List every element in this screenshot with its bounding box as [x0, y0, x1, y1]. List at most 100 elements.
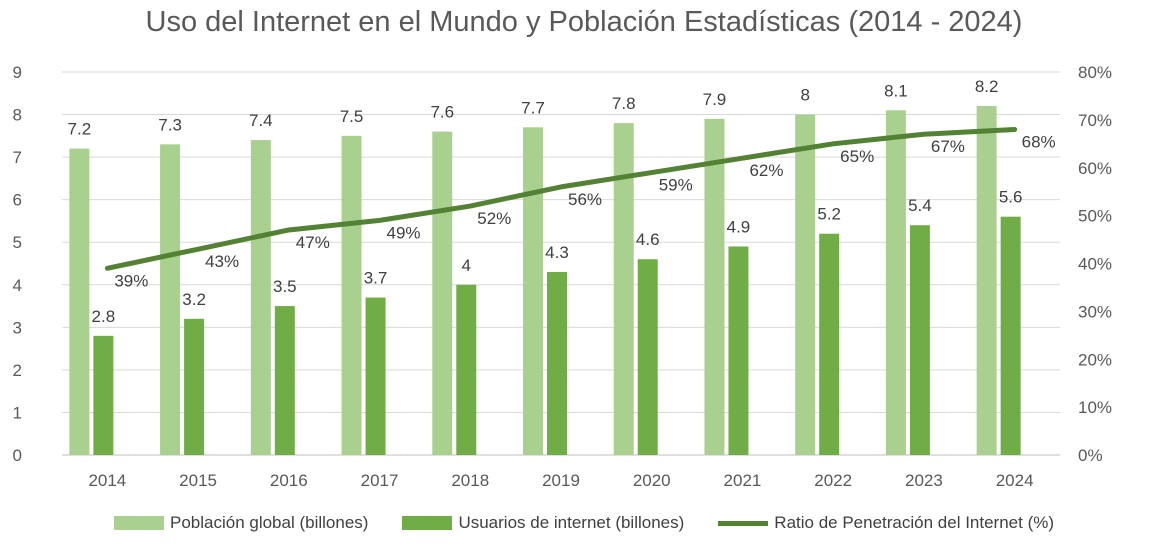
bar-usuarios [547, 272, 567, 455]
x-tick-label: 2016 [270, 471, 308, 490]
point-ratio [378, 218, 382, 222]
data-label-poblacion: 7.9 [703, 90, 727, 109]
point-ratio [196, 247, 200, 251]
data-label-ratio: 52% [477, 209, 511, 228]
y2-tick-label: 80% [1078, 63, 1112, 82]
legend-swatch-usuarios [402, 516, 453, 530]
y2-tick-label: 50% [1078, 207, 1112, 226]
point-ratio [559, 185, 563, 189]
x-tick-label: 2022 [814, 471, 852, 490]
bar-poblacion [341, 135, 362, 456]
y-tick-label: 8 [13, 106, 22, 125]
x-tick-label: 2020 [633, 471, 671, 490]
data-label-usuarios: 3.2 [182, 290, 206, 309]
bar-poblacion [432, 131, 453, 456]
data-label-usuarios: 4.6 [636, 230, 660, 249]
data-label-usuarios: 4 [462, 256, 471, 275]
y-tick-label: 7 [13, 148, 22, 167]
point-ratio [922, 132, 926, 136]
point-ratio [105, 266, 109, 270]
data-label-poblacion: 8.2 [975, 77, 999, 96]
point-ratio [831, 142, 835, 146]
bar-poblacion [976, 106, 997, 456]
y2-tick-label: 10% [1078, 398, 1112, 417]
bar-usuarios [909, 225, 930, 455]
y-tick-label: 5 [13, 233, 22, 252]
x-tick-label: 2024 [996, 471, 1034, 490]
data-label-ratio: 47% [296, 233, 330, 252]
data-label-usuarios: 3.5 [273, 277, 297, 296]
legend-swatch-ratio [718, 520, 769, 526]
bar-usuarios [184, 318, 205, 455]
data-label-poblacion: 7.3 [158, 115, 182, 134]
data-label-ratio: 65% [840, 147, 874, 166]
y-tick-label: 4 [13, 276, 22, 295]
data-label-ratio: 67% [931, 137, 965, 156]
y2-tick-label: 30% [1078, 302, 1112, 321]
bar-poblacion [69, 148, 90, 455]
x-tick-label: 2015 [179, 471, 217, 490]
data-label-ratio: 56% [568, 190, 602, 209]
y-tick-label: 3 [13, 318, 22, 337]
data-label-ratio: 49% [387, 223, 421, 242]
bar-usuarios [819, 233, 840, 455]
data-label-poblacion: 7.8 [612, 94, 636, 113]
bar-usuarios [93, 335, 114, 455]
point-ratio [1013, 127, 1017, 131]
legend-label-ratio: Ratio de Penetración del Internet (%) [774, 513, 1055, 532]
bar-usuarios [274, 306, 295, 455]
point-ratio [740, 156, 744, 160]
x-tick-label: 2021 [724, 471, 762, 490]
point-ratio [468, 204, 472, 208]
data-label-poblacion: 8.1 [884, 81, 908, 100]
bar-poblacion [523, 127, 543, 456]
y2-tick-label: 60% [1078, 159, 1112, 178]
legend-swatch-poblacion [113, 516, 164, 530]
data-label-ratio: 59% [659, 176, 693, 195]
legend-item-poblacion: Población global (billones) [113, 513, 368, 533]
bar-poblacion [250, 140, 271, 456]
data-label-usuarios: 4.9 [727, 217, 751, 236]
bar-poblacion [160, 144, 181, 455]
x-tick-label: 2014 [88, 471, 126, 490]
data-label-usuarios: 5.2 [817, 205, 841, 224]
y-tick-label: 6 [13, 191, 22, 210]
data-label-usuarios: 5.4 [908, 196, 932, 215]
data-label-poblacion: 7.4 [249, 111, 273, 130]
legend: Población global (billones) Usuarios de … [0, 513, 1168, 533]
bar-usuarios [1000, 216, 1021, 455]
y2-tick-label: 20% [1078, 350, 1112, 369]
bar-usuarios [637, 259, 658, 455]
data-label-usuarios: 4.3 [545, 243, 569, 262]
bar-poblacion [795, 114, 816, 456]
legend-item-ratio: Ratio de Penetración del Internet (%) [718, 513, 1054, 533]
legend-item-usuarios: Usuarios de internet (billones) [402, 513, 684, 533]
bar-poblacion [885, 110, 906, 456]
point-ratio [650, 171, 654, 175]
y-tick-label: 9 [13, 63, 22, 82]
data-label-ratio: 68% [1022, 132, 1056, 151]
bar-poblacion [704, 118, 725, 456]
data-label-poblacion: 7.2 [68, 120, 92, 139]
data-label-poblacion: 7.5 [340, 107, 364, 126]
data-label-ratio: 39% [114, 271, 148, 290]
x-tick-label: 2019 [542, 471, 580, 490]
y2-tick-label: 0% [1078, 446, 1103, 465]
data-label-usuarios: 2.8 [92, 307, 116, 326]
y-tick-label: 1 [13, 403, 22, 422]
data-label-usuarios: 3.7 [364, 269, 388, 288]
bar-usuarios [456, 284, 477, 455]
x-tick-label: 2023 [905, 471, 943, 490]
bar-usuarios [728, 246, 749, 455]
y-tick-label: 2 [13, 361, 22, 380]
data-label-poblacion: 8 [800, 86, 809, 105]
x-tick-label: 2018 [451, 471, 489, 490]
x-tick-label: 2017 [361, 471, 399, 490]
data-label-ratio: 62% [749, 161, 783, 180]
data-label-poblacion: 7.7 [521, 98, 545, 117]
point-ratio [287, 228, 291, 232]
y2-tick-label: 40% [1078, 255, 1112, 274]
y2-tick-label: 70% [1078, 111, 1112, 130]
data-label-poblacion: 7.6 [430, 103, 454, 122]
